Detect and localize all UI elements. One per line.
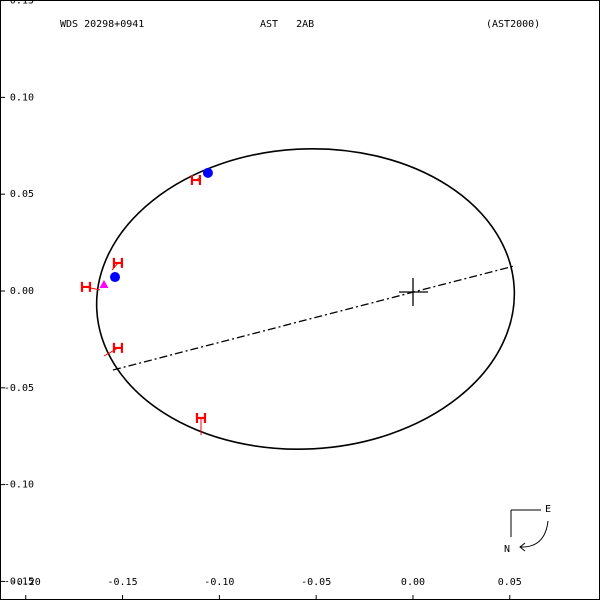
chart-title: WDS 20298+0941	[60, 19, 144, 30]
y-tick-label: -0.05	[4, 383, 34, 394]
measurement-h	[112, 257, 124, 268]
compass-label: N	[504, 544, 510, 555]
line-of-nodes	[112, 265, 515, 371]
measurement-dot	[110, 272, 121, 283]
measurement-h	[190, 175, 202, 186]
x-tick-label: -0.20	[11, 577, 41, 588]
compass-label: E	[545, 504, 551, 515]
y-tick-label: 0.05	[10, 189, 34, 200]
measurement-h	[195, 413, 207, 424]
y-tick-label: 0.00	[10, 286, 34, 297]
x-tick-label: -0.15	[108, 577, 138, 588]
measurement-h	[80, 281, 92, 292]
x-tick-label: -0.10	[204, 577, 234, 588]
compass-arrowhead	[519, 542, 526, 552]
y-tick-label: 0.10	[10, 92, 34, 103]
y-tick-label: -0.15	[4, 576, 34, 587]
measurement-triangle	[99, 279, 109, 288]
residuals	[85, 177, 202, 435]
x-tick-label: 0.00	[401, 577, 425, 588]
measurement-h	[112, 342, 124, 353]
reference: (AST2000)	[486, 19, 540, 30]
measurement-dot	[202, 167, 213, 178]
compass-arrow	[519, 520, 549, 548]
y-tick-label: 0.15	[10, 0, 34, 7]
x-tick-label: 0.05	[498, 577, 522, 588]
x-tick-label: -0.05	[301, 577, 331, 588]
residual	[103, 347, 119, 357]
y-tick-label: -0.10	[4, 480, 34, 491]
chart-subtitle: AST 2AB	[260, 19, 314, 30]
orbit	[95, 148, 516, 450]
